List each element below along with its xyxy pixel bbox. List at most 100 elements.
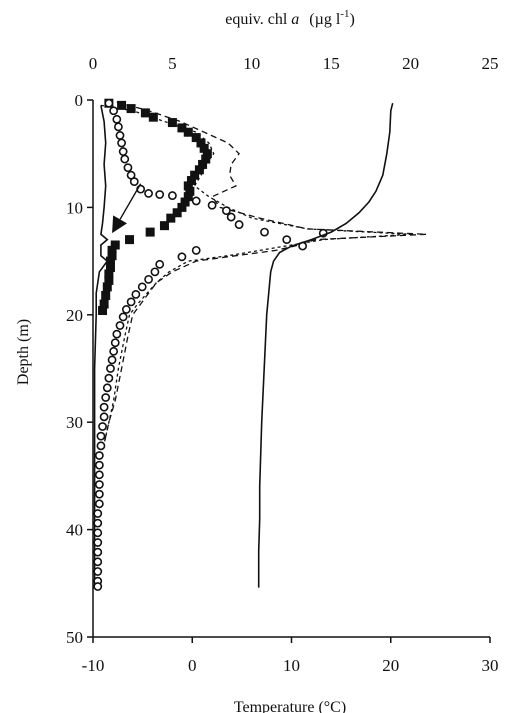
- circle-marker: [121, 305, 131, 314]
- top-axis-title-italic: a: [291, 11, 299, 28]
- circle-marker: [107, 355, 117, 365]
- left-axis-tick-label: 40: [66, 521, 83, 540]
- square-marker: [183, 181, 193, 191]
- left-axis-title: Depth (m): [15, 319, 32, 385]
- square-marker: [186, 176, 196, 186]
- circle-marker: [106, 364, 115, 373]
- square-marker: [196, 138, 206, 148]
- circle-marker: [93, 538, 103, 547]
- series-2-line: [100, 104, 411, 444]
- square-marker: [117, 100, 127, 110]
- square-marker: [98, 306, 108, 316]
- axes: 0 10 20 30 40 50 -10 0 10 20 30 0 5 10 15 20 25: [66, 54, 499, 675]
- square-marker: [202, 149, 212, 159]
- top-axis-title-units: (µg l: [309, 11, 341, 28]
- bottom-axis-tick-label: -10: [82, 656, 105, 675]
- left-axis-tick-label: 20: [66, 306, 83, 325]
- square-marker: [159, 221, 169, 231]
- square-marker: [107, 251, 117, 261]
- circle-marker: [94, 470, 104, 480]
- square-marker: [166, 213, 176, 223]
- circle-marker: [282, 235, 292, 245]
- circle-marker: [155, 259, 165, 269]
- series-1-line: [103, 101, 427, 444]
- circle-marker: [94, 460, 104, 470]
- circle-marker: [144, 189, 153, 198]
- square-marker: [140, 108, 150, 118]
- circle-marker: [260, 227, 269, 237]
- circle-marker: [114, 122, 123, 132]
- bottom-axis-title: Temperature (°C): [234, 699, 346, 713]
- circle-marker: [104, 373, 114, 383]
- circle-marker: [93, 582, 103, 591]
- circle-marker: [94, 480, 104, 489]
- square-marker: [104, 269, 114, 279]
- square-marker: [102, 282, 112, 292]
- circle-marker: [93, 547, 103, 557]
- square-marker: [172, 208, 182, 218]
- square-marker: [104, 275, 114, 285]
- circle-marker: [150, 267, 160, 277]
- bottom-axis-tick-label: 10: [283, 656, 300, 675]
- top-axis-tick-label: 5: [168, 54, 177, 73]
- square-marker: [101, 290, 111, 300]
- left-axis-tick-label: 0: [75, 91, 84, 110]
- series: [93, 98, 427, 591]
- square-marker: [110, 240, 120, 250]
- circle-marker: [126, 297, 136, 307]
- series-5-line: [257, 103, 394, 588]
- arrow-shaft: [119, 183, 142, 220]
- square-marker: [199, 143, 209, 153]
- square-marker: [105, 256, 115, 266]
- circle-marker: [191, 196, 201, 206]
- left-axis-tick-label: 30: [66, 413, 83, 432]
- square-marker: [148, 112, 158, 122]
- circle-marker: [93, 557, 103, 567]
- square-marker: [177, 123, 187, 133]
- circle-marker: [112, 114, 122, 124]
- top-axis-title-close: ): [349, 11, 354, 28]
- circle-marker: [207, 200, 217, 210]
- circle-marker: [99, 402, 109, 412]
- square-marker: [99, 299, 109, 309]
- circle-marker: [93, 509, 103, 518]
- circle-marker: [94, 499, 104, 509]
- circle-marker: [93, 567, 103, 576]
- arrow-head: [112, 215, 127, 234]
- circle-marker: [155, 190, 165, 199]
- circle-marker: [167, 191, 177, 200]
- circle-marker: [221, 206, 231, 216]
- top-axis-tick-label: 20: [402, 54, 419, 73]
- square-marker: [180, 197, 190, 207]
- circle-marker: [96, 441, 106, 451]
- circle-marker: [109, 346, 119, 356]
- square-marker: [177, 202, 187, 212]
- circle-marker: [118, 147, 128, 156]
- annotations: [112, 183, 142, 234]
- circle-marker: [98, 422, 107, 431]
- top-axis-title-prefix: equiv. chl: [225, 11, 288, 28]
- circle-marker: [93, 518, 103, 528]
- top-axis-tick-label: 15: [323, 54, 340, 73]
- square-marker: [105, 263, 115, 273]
- circle-marker: [137, 282, 147, 292]
- square-marker: [190, 170, 200, 180]
- circle-marker: [234, 220, 244, 229]
- circle-marker: [101, 393, 111, 402]
- square-marker: [185, 186, 195, 196]
- square-marker: [194, 165, 204, 175]
- circle-marker: [120, 154, 130, 164]
- square-marker: [107, 245, 117, 255]
- top-axis-title: equiv. chl a (µg l-1): [225, 8, 355, 28]
- circle-marker: [117, 138, 126, 148]
- circle-marker: [96, 431, 106, 441]
- bottom-axis-tick-label: 0: [188, 656, 197, 675]
- square-marker: [198, 159, 208, 169]
- circle-marker: [226, 212, 236, 222]
- circle-marker: [104, 98, 114, 108]
- left-axis-tick-label: 10: [66, 198, 83, 217]
- square-marker: [145, 227, 155, 237]
- circle-marker: [118, 312, 128, 322]
- square-marker: [125, 235, 135, 245]
- circle-marker: [123, 163, 133, 173]
